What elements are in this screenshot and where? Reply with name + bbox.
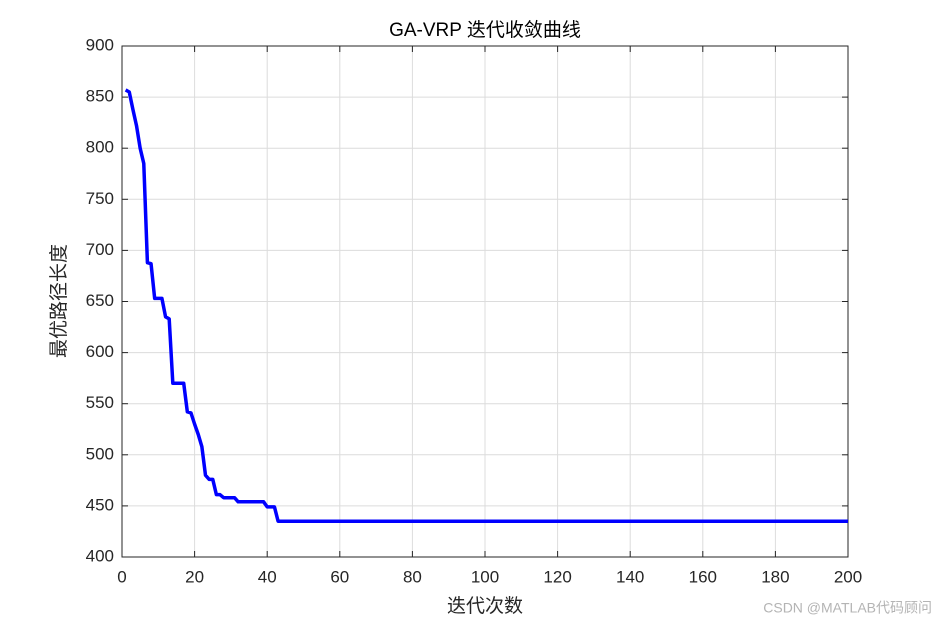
x-tick-label: 80 (403, 567, 422, 586)
y-tick-label: 500 (86, 444, 114, 463)
x-tick-label: 100 (471, 567, 499, 586)
x-tick-label: 120 (543, 567, 571, 586)
x-tick-label: 60 (330, 567, 349, 586)
x-tick-label: 0 (117, 567, 126, 586)
y-axis-label: 最优路径长度 (48, 244, 70, 358)
y-tick-label: 600 (86, 342, 114, 361)
y-tick-label: 700 (86, 240, 114, 259)
y-tick-label: 750 (86, 189, 114, 208)
plot-frame (121, 45, 849, 558)
watermark: CSDN @MATLAB代码顾问 (763, 600, 932, 616)
y-tick-label: 450 (86, 495, 114, 514)
x-tick-label: 200 (834, 567, 862, 586)
y-tick-label: 800 (86, 138, 114, 157)
x-tick-label: 40 (258, 567, 277, 586)
y-tick-label: 550 (86, 393, 114, 412)
y-tick-label: 900 (86, 35, 114, 54)
x-tick-label: 20 (185, 567, 204, 586)
y-tick-label: 400 (86, 546, 114, 565)
y-tick-label: 650 (86, 291, 114, 310)
chart-title: GA-VRP 迭代收敛曲线 (389, 19, 581, 41)
x-tick-label: 140 (616, 567, 644, 586)
x-tick-label: 180 (761, 567, 789, 586)
x-axis-label: 迭代次数 (447, 595, 523, 617)
data-line (124, 88, 848, 523)
y-tick-label: 850 (86, 87, 114, 106)
x-tick-label: 160 (689, 567, 717, 586)
